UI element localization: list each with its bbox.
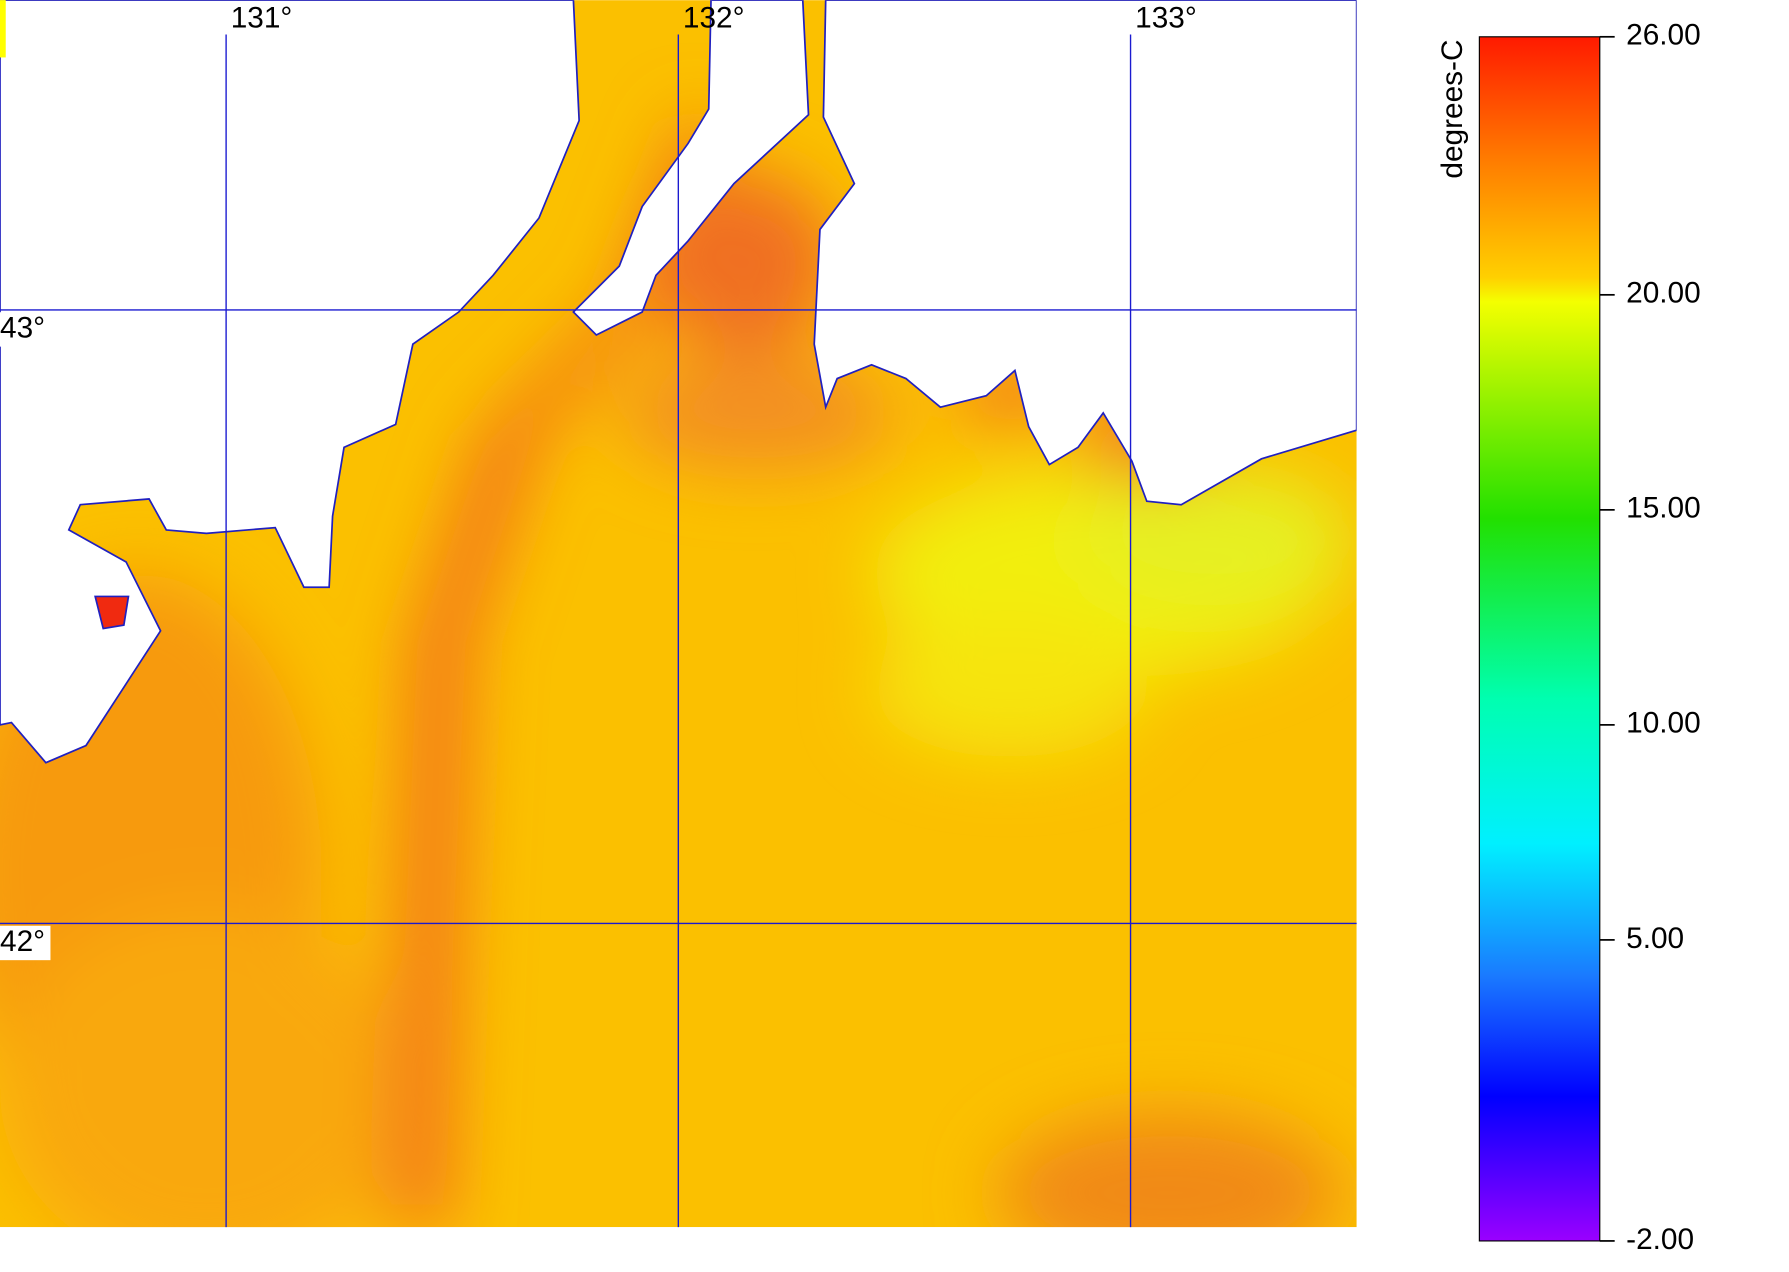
colorbar-tick-label: 26.00 xyxy=(1626,19,1701,52)
colorbar-title: degrees-C xyxy=(1436,39,1469,178)
colorbar-tick-label: 10.00 xyxy=(1626,707,1701,740)
colorbar-tick-label: -2.00 xyxy=(1626,1223,1694,1256)
longitude-label: 133° xyxy=(1135,1,1197,34)
colorbar-tick-label: 15.00 xyxy=(1626,492,1701,525)
latitude-label-bg xyxy=(0,312,51,347)
corner-marker xyxy=(0,0,6,58)
colorbar xyxy=(1478,36,1601,1242)
longitude-label: 132° xyxy=(683,1,745,34)
latitude-label-bg xyxy=(0,925,51,961)
colorbar-tick-label: 20.00 xyxy=(1626,277,1701,310)
latitude-label: 43° xyxy=(0,311,45,344)
colorbar-tick-label: 5.00 xyxy=(1626,922,1684,955)
latitude-label: 42° xyxy=(0,925,45,958)
longitude-label: 131° xyxy=(231,1,293,34)
